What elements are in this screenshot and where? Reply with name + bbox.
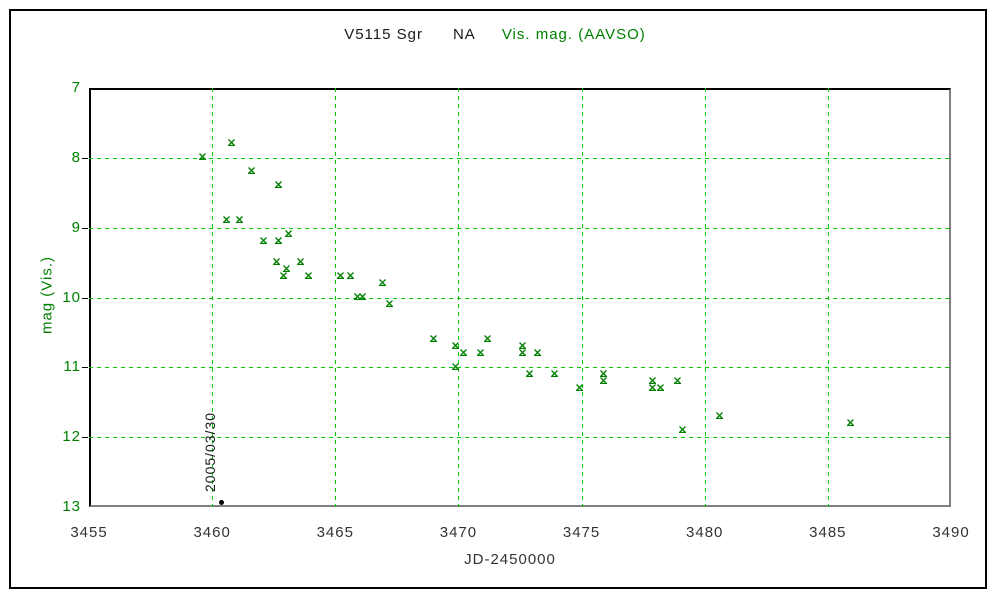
chart-title: V5115 Sgr NA Vis. mag. (AAVSO) [89,26,901,43]
data-point-marker [600,371,608,384]
grid-line-horizontal [89,227,951,229]
grid-line-horizontal [89,437,951,439]
data-point-marker [452,357,460,370]
data-point-marker [575,378,583,391]
data-point-marker [248,161,256,175]
y-tick-label: 7 [71,79,81,96]
object-name: V5115 Sgr [344,26,423,43]
series-label: Vis. mag. (AAVSO) [501,26,646,43]
data-point-marker [235,210,243,224]
data-point-marker [526,364,534,377]
y-axis-label: mag (Vis.) [38,255,56,335]
x-tick-label: 3455 [70,524,108,541]
data-point-marker [452,336,460,350]
y-tick-label: 8 [71,148,81,166]
data-point-marker [656,378,664,391]
data-point-marker [533,343,541,357]
y-tick-label: 13 [62,498,81,515]
x-tick-label: 3485 [809,524,847,541]
data-point-marker [715,406,723,419]
y-axis-tick [82,157,88,159]
y-axis-tick [82,437,88,439]
x-tick-label: 3460 [193,524,231,541]
outer-border [9,9,987,589]
discovery-date-annotation: 2005/03/30 [202,411,218,492]
y-tick-label: 11 [63,358,81,376]
x-axis-label: JD-2450000 [464,551,556,568]
data-point-marker [223,210,231,224]
data-point-marker [550,364,558,377]
data-point-marker [272,252,280,266]
data-point-marker [228,133,236,147]
grid-line-horizontal [89,367,951,369]
x-tick-label: 3480 [686,524,724,541]
data-point-marker [846,413,854,426]
grid-line-horizontal [89,297,951,299]
data-point-marker [477,343,485,357]
data-point-marker [518,343,526,357]
object-type-code: NA [452,26,476,43]
data-point-marker [336,266,344,280]
x-tick-label: 3490 [932,524,970,541]
data-point-marker [518,336,526,350]
data-point-marker [282,259,290,273]
y-axis-tick [82,297,88,299]
discovery-dot [219,499,225,505]
x-tick-label: 3470 [439,524,478,541]
data-point-marker [358,287,366,301]
data-point-marker [346,266,354,280]
data-point-marker [459,343,467,357]
data-point-marker [679,420,687,433]
x-tick-label: 3465 [316,524,354,541]
y-tick-label: 12 [62,428,81,446]
grid-line-horizontal [89,157,951,159]
data-point-marker [484,329,492,343]
x-tick-label: 3475 [562,524,601,541]
data-point-marker [260,231,268,245]
data-point-marker [275,175,283,189]
data-point-marker [297,252,305,266]
y-axis-tick [82,367,88,369]
data-point-marker [649,371,657,384]
y-tick-label: 9 [71,218,81,236]
data-point-marker [275,231,283,245]
data-point-marker [430,329,438,343]
data-point-marker [674,371,682,384]
data-point-marker [600,364,608,377]
data-point-marker [284,224,292,238]
data-point-marker [198,147,206,161]
data-point-marker [304,266,312,280]
data-point-marker [385,294,393,308]
data-point-marker [280,266,288,280]
data-point-marker [378,273,386,287]
y-tick-label: 10 [62,288,81,306]
data-point-marker [649,378,657,391]
y-axis-tick [82,227,88,229]
